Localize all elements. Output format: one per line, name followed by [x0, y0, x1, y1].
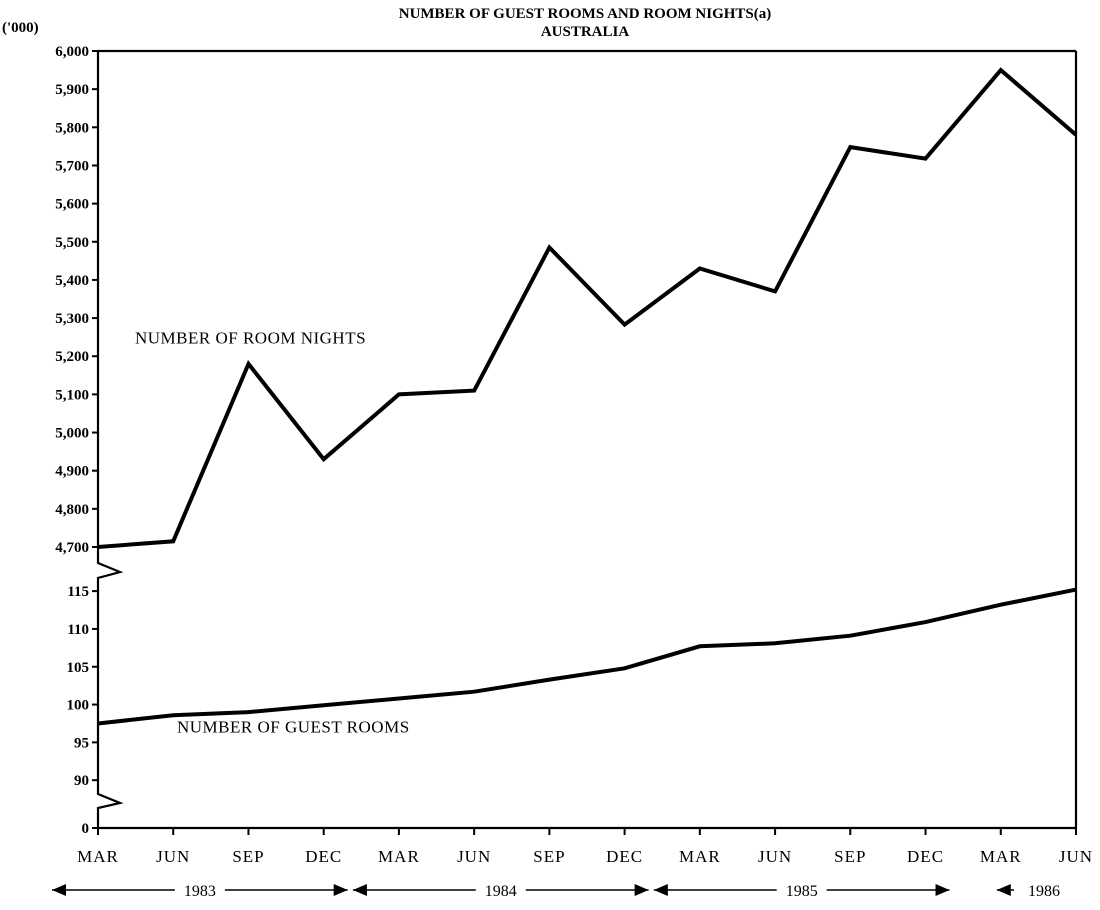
y-tick-label: 5,400	[55, 273, 89, 289]
y-tick-label: 5,900	[55, 82, 89, 98]
y-tick-label: 4,900	[55, 464, 89, 480]
x-tick-label: MAR	[980, 847, 1022, 866]
x-axis-ticks: MAR JUN SEP DEC MAR JUN SEP DEC MAR JUN SEP DEC MAR J…	[77, 828, 1093, 866]
y-tick-label: 5,800	[55, 120, 89, 136]
y-tick-label: 5,500	[55, 235, 89, 251]
y-tick-label: 90	[74, 773, 89, 789]
room-nights-series-label: NUMBER OF ROOM NIGHTS	[135, 328, 366, 347]
year-label-group: 1984	[352, 883, 649, 900]
y-tick-label: 4,700	[55, 540, 89, 556]
year-arrow-left	[52, 884, 66, 896]
y-axis-unit-label: ('000)	[2, 20, 39, 36]
x-tick-label: MAR	[77, 847, 119, 866]
chart-subtitle: AUSTRALIA	[541, 24, 630, 40]
year-label-group: 1985	[653, 883, 950, 900]
guest-rooms-line	[97, 587, 1077, 726]
x-tick-label: JUN	[1059, 847, 1093, 866]
x-tick-label: SEP	[834, 847, 866, 866]
y-axis-line	[96, 51, 124, 828]
y-tick-label: 5,700	[55, 158, 89, 174]
y-axis-ticks: 4,700 4,800 4,900 5,000 5,100 5,200 5,300 5,400…	[55, 44, 98, 837]
y-tick-label: 5,000	[55, 426, 89, 442]
x-tick-label: DEC	[305, 847, 342, 866]
y-tick-label: 5,200	[55, 349, 89, 365]
year-label-group: 1983	[52, 883, 348, 900]
y-tick-label: 110	[67, 622, 89, 638]
guest-rooms-series-label: NUMBER OF GUEST ROOMS	[177, 718, 410, 737]
plot-frame	[96, 49, 1078, 830]
y-tick-label: 4,800	[55, 502, 89, 518]
y-tick-label: 5,100	[55, 387, 89, 403]
year-label: 1983	[184, 883, 216, 900]
y-tick-label: 5,300	[55, 311, 89, 327]
year-arrow-right	[333, 884, 348, 896]
y-tick-label-zero: 0	[82, 821, 90, 837]
y-tick-label: 6,000	[55, 44, 89, 60]
y-tick-label: 105	[67, 660, 90, 676]
year-label-group: 1986	[996, 883, 1060, 900]
y-tick-label: 95	[74, 735, 89, 751]
year-arrow-left	[996, 884, 1011, 896]
year-label: 1985	[786, 883, 818, 900]
x-tick-label: DEC	[606, 847, 643, 866]
year-arrow-right	[634, 884, 649, 896]
year-label: 1986	[1028, 883, 1060, 900]
x-tick-label: MAR	[679, 847, 721, 866]
series-lines: NUMBER OF ROOM NIGHTS NUMBER OF GUEST ROO…	[97, 67, 1078, 737]
chart-title: NUMBER OF GUEST ROOMS AND ROOM NIGHTS(a)	[399, 6, 772, 22]
x-tick-label: JUN	[758, 847, 792, 866]
year-arrow-left	[352, 884, 367, 896]
year-arrow-left	[653, 884, 668, 896]
year-arrow-right	[935, 884, 950, 896]
x-tick-label: DEC	[907, 847, 944, 866]
year-labels: 1983 1984 1985 1986	[52, 883, 1060, 900]
y-tick-label: 100	[67, 698, 90, 714]
x-tick-label: JUN	[457, 847, 491, 866]
x-tick-label: SEP	[533, 847, 565, 866]
y-tick-label: 5,600	[55, 197, 89, 213]
x-tick-label: JUN	[156, 847, 190, 866]
room-nights-line	[97, 67, 1078, 549]
y-tick-label: 115	[67, 584, 89, 600]
x-tick-label: SEP	[232, 847, 264, 866]
x-tick-label: MAR	[378, 847, 420, 866]
year-label: 1984	[485, 883, 517, 900]
